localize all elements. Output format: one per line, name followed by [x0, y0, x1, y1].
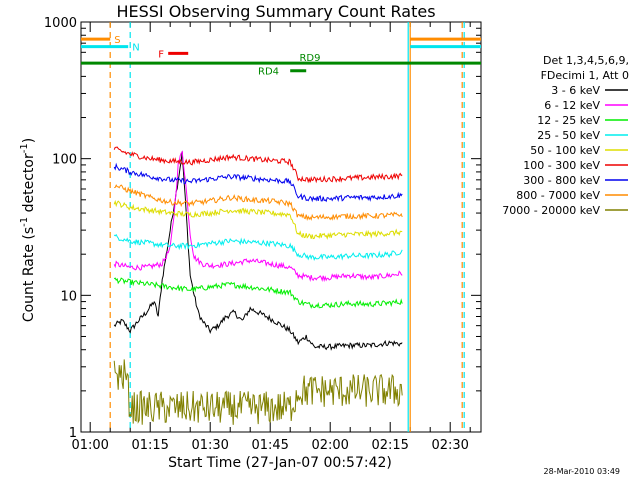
y-axis-label-main: Count Rate (s [21, 227, 37, 322]
y-tick-label: 10 [60, 289, 77, 304]
legend-label-3: 25 - 50 keV [537, 129, 600, 142]
x-tick-label: 02:00 [311, 438, 348, 453]
chart-title: HESSI Observing Summary Count Rates [116, 2, 435, 21]
flag-label-rd4: RD4 [258, 67, 279, 78]
x-tick-label: 01:15 [131, 438, 168, 453]
legend-label-8: 7000 - 20000 keV [502, 204, 600, 217]
series-line-4 [113, 199, 403, 240]
timestamp: 28-Mar-2010 03:49 [544, 467, 621, 476]
plot-area: 1 10 100 1000 01:00 01:15 01:30 01:45 02:00 02:15… [44, 16, 482, 453]
series-line-1 [113, 150, 403, 283]
series-line-7 [114, 184, 403, 221]
x-tick-label: 01:00 [71, 438, 108, 453]
y-tick-label: 1000 [44, 16, 77, 31]
flag-label-f: F [158, 49, 164, 60]
legend-header-line1: Det 1,3,4,5,6,9, [543, 54, 629, 67]
series-line-0 [113, 151, 403, 351]
y-axis-label-mid: detector [21, 153, 37, 217]
legend-header-line2: FDecimi 1, Att 0 [541, 69, 629, 82]
y-tick-label: 1 [69, 426, 77, 441]
legend-label-5: 100 - 300 keV [523, 159, 600, 172]
x-tick-label: 01:45 [251, 438, 288, 453]
legend-label-6: 300 - 800 keV [523, 174, 600, 187]
series-line-8 [113, 359, 403, 425]
x-tick-label: 01:30 [191, 438, 228, 453]
legend-label-0: 3 - 6 keV [551, 84, 600, 97]
plot-frame [80, 21, 482, 433]
legend-label-4: 50 - 100 keV [530, 144, 600, 157]
legend: Det 1,3,4,5,6,9, FDecimi 1, Att 0 3 - 6 … [502, 54, 629, 217]
y-tick-label: 100 [52, 153, 77, 168]
series-line-2 [113, 277, 403, 309]
legend-label-1: 6 - 12 keV [544, 99, 600, 112]
flag-label-rd9: RD9 [299, 53, 320, 64]
y-axis-label-sup1: -1 [19, 217, 30, 227]
legend-label-2: 12 - 25 keV [537, 114, 600, 127]
y-axis-label-sup2: -1 [19, 143, 30, 153]
x-tick-label: 02:30 [431, 438, 468, 453]
flag-label-n: N [132, 43, 139, 54]
x-axis-label: Start Time (27-Jan-07 00:57:42) [168, 455, 392, 471]
series-line-5 [113, 146, 403, 184]
legend-label-7: 800 - 7000 keV [516, 189, 600, 202]
flag-label-s: S [114, 35, 120, 46]
series-line-3 [113, 233, 403, 262]
y-axis-label: Count Rate (s-1 detector-1) [19, 138, 37, 322]
series-line-6 [113, 162, 403, 203]
x-tick-label: 02:15 [371, 438, 408, 453]
y-axis-label-end: ) [21, 138, 37, 143]
